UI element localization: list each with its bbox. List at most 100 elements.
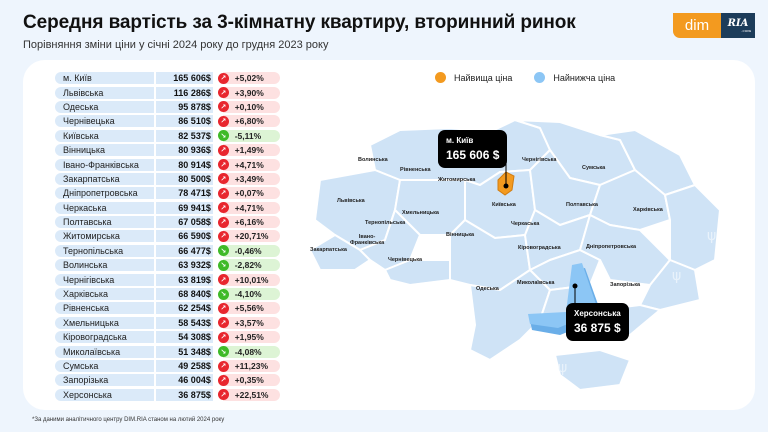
arrow-up-right-icon: ↗ [217,374,229,386]
region-change: +5,56% [222,302,281,315]
region-change: +6,80% [222,115,281,128]
logo-ria: RIA .com [721,13,755,38]
region-name: Київська [55,129,154,142]
map-label-poltavska: Полтавська [566,202,598,208]
table-row: Харківська 68 840$ ↘ -4,10% [55,287,281,301]
region-name: Хмельницька [55,316,154,329]
region-change: +0,07% [222,187,281,200]
table-row: Запорізька 46 004$ ↗ +0,35% [55,373,281,387]
map-label-kyivska: Київська [492,202,516,208]
table-row: Одеська 95 878$ ↗ +0,10% [55,100,281,114]
table-row: Полтавська 67 058$ ↗ +6,16% [55,215,281,229]
blue-dot-icon [534,72,546,83]
callout-highest-name: м. Київ [446,136,474,145]
region-change: -2,82% [222,259,281,272]
region-price: 66 477$ [155,244,213,257]
region-price: 68 840$ [155,288,213,301]
region-change: +5,02% [222,72,281,85]
table-row: Дніпропетровська 78 471$ ↗ +0,07% [55,186,281,200]
region-name: Тернопільська [55,244,154,257]
ukraine-map: ψ ψ ψ Волинська Рівненська Житомирська К… [300,110,730,410]
region-price: 63 932$ [155,259,213,272]
region-name: Чернівецька [55,115,154,128]
region-name: Дніпропетровська [55,187,154,200]
dimria-logo[interactable]: dim RIA .com [673,13,755,38]
arrow-up-right-icon: ↗ [217,144,229,156]
table-row: Рівненська 62 254$ ↗ +5,56% [55,301,281,315]
region-price: 78 471$ [155,187,213,200]
region-price: 58 543$ [155,316,213,329]
region-name: Львівська [55,86,154,99]
region-name: Миколаївська [55,345,154,358]
region-name: Закарпатська [55,172,154,185]
table-row: Тернопільська 66 477$ ↘ -0,46% [55,244,281,258]
table-row: Сумська 49 258$ ↗ +11,23% [55,359,281,373]
map-label-chernivetska: Чернівецька [388,257,423,263]
arrow-up-right-icon: ↗ [217,87,229,99]
arrow-down-right-icon: ↘ [217,130,229,142]
svg-text:ψ: ψ [672,268,681,284]
logo-ria-text: RIA [727,17,749,29]
region-name: Запорізька [55,374,154,387]
region-name: Волинська [55,259,154,272]
region-change: -4,08% [222,345,281,358]
map-label-volynska: Волинська [358,157,388,163]
arrow-up-right-icon: ↗ [217,187,229,199]
footnote: *За даними аналітичного центру DIM.RIA с… [32,417,225,423]
map-label-vinnytska: Вінницька [446,232,475,238]
arrow-up-right-icon: ↗ [217,230,229,242]
table-row: Волинська 63 932$ ↘ -2,82% [55,258,281,272]
region-name: Житомирська [55,230,154,243]
region-change: +3,90% [222,86,281,99]
region-change: +0,35% [222,374,281,387]
region-name: Полтавська [55,216,154,229]
region-name: Рівненська [55,302,154,315]
region-price: 67 058$ [155,216,213,229]
arrow-up-right-icon: ↗ [217,302,229,314]
region-name: Херсонська [55,388,154,401]
map-label-kharkivska: Харківська [633,207,663,213]
arrow-down-right-icon: ↘ [217,245,229,257]
region-name: Івано-Франківська [55,158,154,171]
table-row: Кіровоградська 54 308$ ↗ +1,95% [55,330,281,344]
region-name: Вінницька [55,144,154,157]
map-label-cherkaska: Черкаська [511,221,540,227]
table-row: Чернівецька 86 510$ ↗ +6,80% [55,114,281,128]
region-change: +4,71% [222,158,281,171]
arrow-up-right-icon: ↗ [217,159,229,171]
region-price: 82 537$ [155,129,213,142]
region-change: +10,01% [222,273,281,286]
arrow-up-right-icon: ↗ [217,115,229,127]
arrow-down-right-icon: ↘ [217,288,229,300]
map-label-zaporizka: Запорізька [610,282,641,288]
map-label-zakarpatska: Закарпатська [310,247,347,253]
orange-dot-icon [435,72,446,83]
region-price: 95 878$ [155,100,213,113]
region-price: 86 510$ [155,115,213,128]
arrow-down-right-icon: ↘ [217,346,229,358]
region-price: 80 500$ [155,172,213,185]
region-change: -5,11% [222,129,281,142]
region-change: +0,10% [222,100,281,113]
map-label-ternopilska: Тернопільська [365,220,406,226]
legend-label-lowest: Найнижча ціна [553,72,616,83]
arrow-up-right-icon: ↗ [217,389,229,401]
region-change: +4,71% [222,201,281,214]
region-change: -4,10% [222,288,281,301]
table-row: Черкаська 69 941$ ↗ +4,71% [55,201,281,215]
region-change: +3,57% [222,316,281,329]
table-row: Житомирська 66 590$ ↗ +20,71% [55,229,281,243]
page-subtitle: Порівняння зміни ціни у січні 2024 року … [23,39,329,51]
legend-label-highest: Найвища ціна [454,72,513,83]
arrow-up-right-icon: ↗ [217,101,229,113]
region-change: +11,23% [222,360,281,372]
arrow-up-right-icon: ↗ [217,274,229,286]
callout-highest-value: 165 606 $ [446,148,500,162]
table-row: м. Київ 165 606$ ↗ +5,02% [55,71,281,85]
map-label-lvivska: Львівська [337,198,365,204]
region-change: +1,95% [222,331,281,344]
map-label-dnipropetrovska: Дніпропетровська [586,244,637,250]
map-label-sumska: Сумська [582,165,606,171]
region-price: 165 606$ [155,72,213,85]
arrow-up-right-icon: ↗ [217,360,229,372]
